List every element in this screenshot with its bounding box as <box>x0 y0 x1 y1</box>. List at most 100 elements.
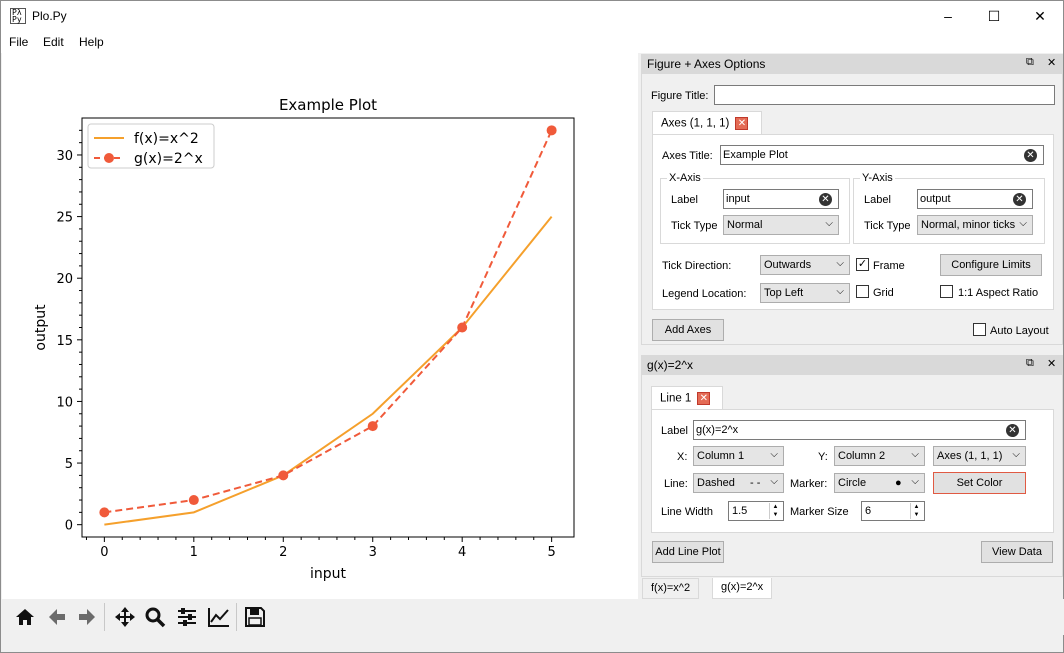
tick-direction-select[interactable]: Outwards ⌵ <box>760 255 850 275</box>
menu-edit[interactable]: Edit <box>43 35 64 49</box>
line-style-label: Line: <box>664 478 688 490</box>
chevron-down-icon: ⌵ <box>911 476 919 487</box>
configure-limits-button[interactable]: Configure Limits <box>940 254 1042 276</box>
line-properties-panel: g(x)=2^x ⧉ ✕ Line 1 ✕ Label g(x)=2^x ✕ X: … <box>641 355 1063 577</box>
clear-icon: ✕ <box>1024 149 1037 162</box>
clear-icon: ✕ <box>1006 424 1019 437</box>
data-point <box>546 125 557 136</box>
y-tick-label: 15 <box>56 334 73 349</box>
y-tick-label: 30 <box>56 149 73 164</box>
subplots-icon[interactable] <box>174 604 200 630</box>
figure-title-input[interactable] <box>714 85 1055 105</box>
group-title: Y-Axis <box>860 172 895 184</box>
data-point <box>99 507 110 518</box>
float-icon[interactable]: ⧉ <box>1026 56 1034 68</box>
tab-axes[interactable]: Axes (1, 1, 1) ✕ <box>652 111 762 135</box>
home-icon[interactable] <box>12 604 38 630</box>
axes-title-input[interactable]: Example Plot ✕ <box>720 145 1044 165</box>
aspect-ratio-checkbox[interactable] <box>940 285 953 298</box>
auto-layout-checkbox[interactable] <box>973 323 986 336</box>
y-label-input[interactable]: output ✕ <box>917 189 1033 209</box>
axes-title-label: Axes Title: <box>662 150 713 162</box>
tick-direction-label: Tick Direction: <box>662 260 732 272</box>
pan-icon[interactable] <box>112 604 138 630</box>
y-tick-label: 5 <box>65 457 73 472</box>
y-ticktype-select[interactable]: Normal, minor ticks ⌵ <box>917 215 1033 235</box>
x-tick-label: 3 <box>369 545 377 560</box>
close-icon[interactable]: ✕ <box>1047 57 1057 69</box>
line-width-label: Line Width <box>661 506 713 518</box>
line-label-input[interactable]: g(x)=2^x ✕ <box>693 420 1026 440</box>
y-column-select[interactable]: Column 2 ⌵ <box>834 446 925 466</box>
x-tick-label: 5 <box>547 545 555 560</box>
panel-title: g(x)=2^x <box>647 358 693 372</box>
x-tick-label: 0 <box>100 545 108 560</box>
x-column-label: X: <box>677 451 688 463</box>
close-icon[interactable]: ✕ <box>735 117 749 130</box>
line-tab-body: Label g(x)=2^x ✕ X: Column 1 ⌵ Y: Column 2… <box>651 409 1054 533</box>
tab-fx[interactable]: f(x)=x^2 <box>642 578 700 599</box>
title-bar: Pλ Py Plo.Py – ☐ ✕ <box>1 1 1063 31</box>
close-button[interactable]: ✕ <box>1034 7 1046 24</box>
data-point <box>367 421 378 432</box>
axes-edit-icon[interactable] <box>206 604 232 630</box>
float-icon[interactable]: ⧉ <box>1026 357 1034 369</box>
y-ticktype-label: Tick Type <box>864 220 911 232</box>
x-label-input[interactable]: input ✕ <box>723 189 839 209</box>
legend-location-select[interactable]: Top Left ⌵ <box>760 283 850 303</box>
marker-select[interactable]: Circle ● ⌵ <box>834 473 925 493</box>
tab-gx[interactable]: g(x)=2^x <box>712 578 773 599</box>
x-tick-label: 2 <box>279 545 287 560</box>
frame-label: Frame <box>873 260 905 272</box>
x-axis-label: input <box>310 566 347 582</box>
plot-canvas[interactable]: 0 1 2 3 4 5 0 5 10 15 20 25 30 Example Plot input outpu… <box>2 53 638 599</box>
tab-label: Axes (1, 1, 1) <box>661 117 730 130</box>
marker-size-label: Marker Size <box>790 506 849 518</box>
line-style-select[interactable]: Dashed - - ⌵ <box>693 473 784 493</box>
zoom-icon[interactable] <box>142 604 168 630</box>
x-ticktype-label: Tick Type <box>671 220 718 232</box>
add-line-plot-button[interactable]: Add Line Plot <box>652 541 724 563</box>
add-axes-button[interactable]: Add Axes <box>652 319 724 341</box>
minimize-button[interactable]: – <box>944 8 952 24</box>
view-data-button[interactable]: View Data <box>981 541 1053 563</box>
back-icon[interactable] <box>44 604 70 630</box>
window-title: Plo.Py <box>32 9 67 23</box>
menu-bar: File Edit Help <box>1 31 1063 53</box>
chevron-down-icon: ⌵ <box>911 449 919 460</box>
chevron-down-icon: ⌵ <box>770 449 778 460</box>
x-column-select[interactable]: Column 1 ⌵ <box>693 446 784 466</box>
close-icon[interactable]: ✕ <box>1047 358 1057 370</box>
group-title: X-Axis <box>667 172 703 184</box>
y-axis-group: Y-Axis Label output ✕ Tick Type Normal, m… <box>853 172 1045 244</box>
figure-axes-panel: Figure + Axes Options ⧉ ✕ Figure Title: … <box>641 54 1063 345</box>
close-icon[interactable]: ✕ <box>697 392 711 405</box>
frame-checkbox[interactable]: ✓ <box>856 258 869 271</box>
chart-title: Example Plot <box>279 96 377 114</box>
navigation-toolbar <box>2 599 1064 635</box>
marker-size-spinbox[interactable]: 6 ▲ ▼ <box>861 501 925 521</box>
save-icon[interactable] <box>242 604 268 630</box>
grid-checkbox[interactable] <box>856 285 869 298</box>
auto-layout-label: Auto Layout <box>990 325 1049 337</box>
figure-title-label: Figure Title: <box>651 90 709 102</box>
maximize-button[interactable]: ☐ <box>987 7 1001 24</box>
x-tick-label: 1 <box>190 545 198 560</box>
set-color-button[interactable]: Set Color <box>933 472 1026 494</box>
aspect-ratio-label: 1:1 Aspect Ratio <box>958 287 1039 299</box>
axes-tab-body: Axes Title: Example Plot ✕ X-Axis Label i… <box>652 134 1054 310</box>
panel-header: Figure + Axes Options ⧉ ✕ <box>642 55 1062 74</box>
axes-select[interactable]: Axes (1, 1, 1) ⌵ <box>933 446 1026 466</box>
tab-line-1[interactable]: Line 1 ✕ <box>651 386 723 410</box>
y-tick-label: 25 <box>56 211 73 226</box>
menu-help[interactable]: Help <box>79 35 104 49</box>
clear-icon: ✕ <box>1013 193 1026 206</box>
data-point <box>278 470 289 481</box>
chart-svg[interactable]: 0 1 2 3 4 5 0 5 10 15 20 25 30 Example Plot input outpu… <box>2 53 638 599</box>
menu-file[interactable]: File <box>9 35 29 49</box>
x-label-label: Label <box>671 194 698 206</box>
y-tick-label: 0 <box>65 519 73 534</box>
forward-icon[interactable] <box>74 604 100 630</box>
line-width-spinbox[interactable]: 1.5 ▲ ▼ <box>728 501 784 521</box>
x-ticktype-select[interactable]: Normal ⌵ <box>723 215 839 235</box>
